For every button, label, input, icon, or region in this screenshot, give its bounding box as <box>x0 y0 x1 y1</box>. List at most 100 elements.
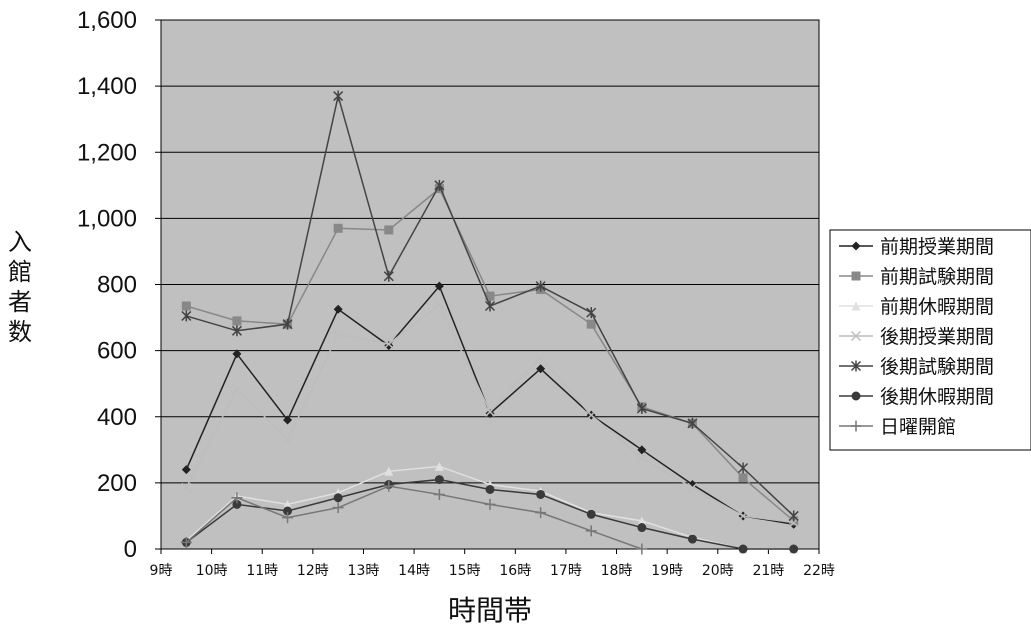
y-tick-label: 1,000 <box>77 205 137 232</box>
data-point <box>789 544 799 554</box>
data-point <box>231 383 242 394</box>
x-tick-label: 16時 <box>499 563 531 579</box>
data-point <box>536 489 546 499</box>
data-point <box>333 304 343 314</box>
data-point <box>333 329 344 340</box>
data-point <box>738 462 749 474</box>
data-point <box>484 498 496 510</box>
legend-marker <box>851 271 861 281</box>
series-line <box>185 485 643 550</box>
data-point <box>484 300 496 312</box>
legend-label: 日曜開館 <box>880 416 956 438</box>
data-point <box>181 482 192 493</box>
data-point <box>282 318 293 330</box>
data-point <box>586 319 596 329</box>
data-point <box>383 338 394 350</box>
legend-item: 後期授業期間 <box>839 326 994 348</box>
data-point <box>181 465 191 475</box>
data-point <box>738 473 748 483</box>
x-tick-label: 19時 <box>651 563 683 579</box>
y-axis-title-char: 者 <box>8 288 32 316</box>
data-point <box>231 325 242 337</box>
data-point <box>485 408 495 418</box>
series-5 <box>181 90 799 522</box>
legend-marker <box>850 330 862 342</box>
y-axis-title-char: 入 <box>8 228 32 256</box>
x-tick-label: 13時 <box>348 563 380 579</box>
data-point <box>485 484 495 494</box>
x-axis-ticks: 9時 10時 11時 12時 13時 14時 15時 16時 17時 18時 19時 20時 21時 22… <box>150 549 835 579</box>
y-axis-title-char: 館 <box>8 258 32 286</box>
y-tick-label: 200 <box>97 470 137 497</box>
data-point <box>181 301 191 311</box>
series-1 <box>181 281 799 529</box>
legend-label: 後期休暇期間 <box>880 386 994 408</box>
legend-label: 後期授業期間 <box>880 326 994 348</box>
data-point <box>485 291 495 301</box>
x-axis-title: 時間帯 <box>448 594 532 627</box>
x-tick-label: 17時 <box>550 563 582 579</box>
data-point <box>637 445 647 455</box>
x-tick-label: 11時 <box>246 563 278 579</box>
data-point <box>232 349 242 359</box>
legend-label: 前期休暇期間 <box>880 296 994 318</box>
data-point <box>333 90 344 102</box>
legend-item: 日曜開館 <box>839 416 956 438</box>
legend-item: 前期休暇期間 <box>839 296 994 318</box>
y-tick-label: 1,600 <box>77 7 137 34</box>
legend-label: 前期授業期間 <box>880 236 994 258</box>
data-point <box>586 410 597 421</box>
x-tick-label: 15時 <box>449 563 481 579</box>
data-point <box>181 310 192 322</box>
data-point <box>535 507 547 519</box>
y-tick-label: 0 <box>124 536 137 563</box>
data-point <box>788 510 799 522</box>
grid-lines <box>161 85 819 484</box>
x-tick-label: 10時 <box>196 563 228 579</box>
data-point <box>687 534 697 544</box>
data-point <box>332 502 344 514</box>
data-point <box>384 225 394 235</box>
data-point <box>384 466 394 476</box>
data-point <box>383 270 394 282</box>
data-point <box>636 402 647 414</box>
x-tick-label: 20時 <box>702 563 734 579</box>
data-point <box>738 510 749 521</box>
data-point <box>637 523 647 533</box>
data-point <box>231 492 243 504</box>
data-point <box>536 364 546 374</box>
data-point <box>434 281 444 291</box>
data-point <box>333 493 343 503</box>
data-point <box>180 536 192 548</box>
data-point <box>585 525 597 537</box>
x-tick-label: 9時 <box>150 563 173 579</box>
y-axis-title-char: 数 <box>8 318 32 346</box>
data-point <box>687 417 698 429</box>
legend-marker <box>851 391 861 401</box>
y-tick-label: 800 <box>97 272 137 299</box>
data-point <box>333 223 343 233</box>
data-point <box>283 499 293 509</box>
data-point <box>434 475 444 485</box>
data-point <box>434 461 444 471</box>
legend-label: 後期試験期間 <box>880 356 994 378</box>
legend-label: 前期試験期間 <box>880 266 994 288</box>
data-point <box>484 406 496 417</box>
data-point <box>434 299 445 310</box>
x-tick-label: 22時 <box>803 563 835 579</box>
data-point <box>434 179 445 191</box>
y-tick-label: 600 <box>97 338 137 365</box>
data-point <box>535 352 546 363</box>
data-point <box>433 488 445 500</box>
data-point <box>232 316 242 326</box>
x-tick-label: 12時 <box>297 563 329 579</box>
y-tick-label: 1,400 <box>77 73 137 100</box>
y-tick-label: 400 <box>97 404 137 431</box>
data-point <box>283 506 293 516</box>
data-point <box>636 543 648 555</box>
data-point <box>687 482 698 493</box>
x-tick-label: 14時 <box>398 563 430 579</box>
data-point <box>283 415 293 425</box>
series-7 <box>180 480 648 555</box>
